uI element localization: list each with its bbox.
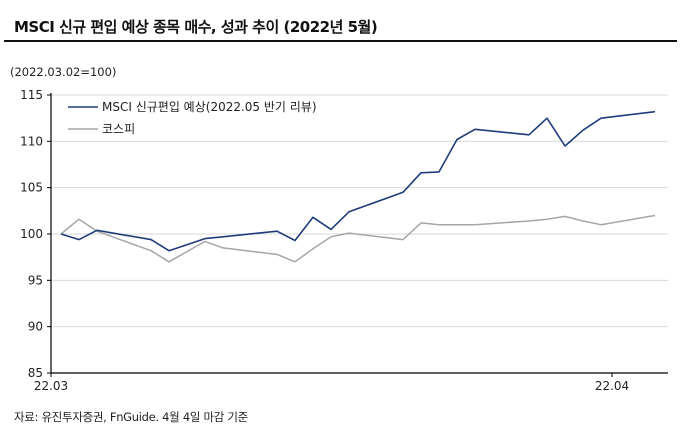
- y-tick-label: 115: [20, 88, 43, 102]
- series-lines: [60, 110, 656, 263]
- legend: MSCI 신규편입 예상(2022.05 반기 리뷰) 코스피: [68, 100, 317, 136]
- y-tick-label: 90: [28, 320, 43, 334]
- x-axis: 22.03 22.04: [34, 372, 668, 393]
- y-tick-label: 105: [20, 181, 43, 195]
- y-tick-label: 85: [28, 366, 43, 380]
- unit-note: (2022.03.02=100): [10, 65, 117, 79]
- gridlines: [51, 94, 668, 328]
- msci-series-line: [60, 110, 656, 252]
- title-divider: [4, 40, 677, 42]
- y-tick-label: 95: [28, 273, 43, 287]
- y-tick-label: 110: [20, 134, 43, 148]
- x-tick-label: 22.04: [595, 379, 629, 393]
- kospi-series-line: [60, 214, 656, 263]
- source-note: 자료: 유진투자증권, FnGuide. 4월 4일 마감 기준: [14, 410, 248, 424]
- legend-label: MSCI 신규편입 예상(2022.05 반기 리뷰): [102, 100, 317, 114]
- chart-title: MSCI 신규 편입 예상 종목 매수, 성과 추이 (2022년 5월): [14, 18, 378, 36]
- y-tick-label: 100: [20, 227, 43, 241]
- y-axis: 85 90 95 100 105 110 115: [20, 88, 52, 380]
- x-tick-label: 22.03: [34, 379, 68, 393]
- legend-label: 코스피: [102, 122, 135, 136]
